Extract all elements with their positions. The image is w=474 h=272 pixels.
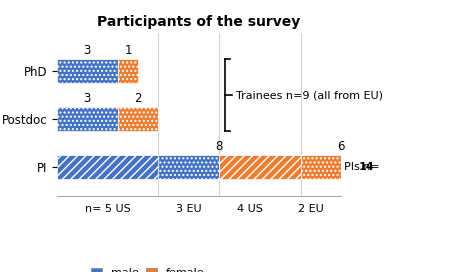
- Bar: [118, 107, 158, 131]
- Text: 14: 14: [359, 162, 374, 172]
- Text: 8: 8: [216, 140, 223, 153]
- Text: 3 EU: 3 EU: [176, 205, 202, 215]
- Text: 6: 6: [337, 140, 345, 153]
- Text: 4 US: 4 US: [237, 205, 263, 215]
- Bar: [301, 155, 341, 179]
- Text: 3: 3: [84, 92, 91, 105]
- Text: 2: 2: [135, 92, 142, 105]
- Bar: [158, 155, 219, 179]
- Title: Participants of the survey: Participants of the survey: [98, 15, 301, 29]
- Text: PIs n=: PIs n=: [344, 162, 380, 172]
- Bar: [57, 59, 118, 83]
- Bar: [219, 155, 301, 179]
- Bar: [118, 59, 138, 83]
- Text: Trainees n=9 (all from EU): Trainees n=9 (all from EU): [236, 90, 383, 100]
- Text: 1: 1: [124, 44, 132, 57]
- Bar: [57, 107, 118, 131]
- Bar: [57, 155, 158, 179]
- Text: n= 5 US: n= 5 US: [85, 205, 130, 215]
- Text: 3: 3: [84, 44, 91, 57]
- Text: 2 EU: 2 EU: [298, 205, 324, 215]
